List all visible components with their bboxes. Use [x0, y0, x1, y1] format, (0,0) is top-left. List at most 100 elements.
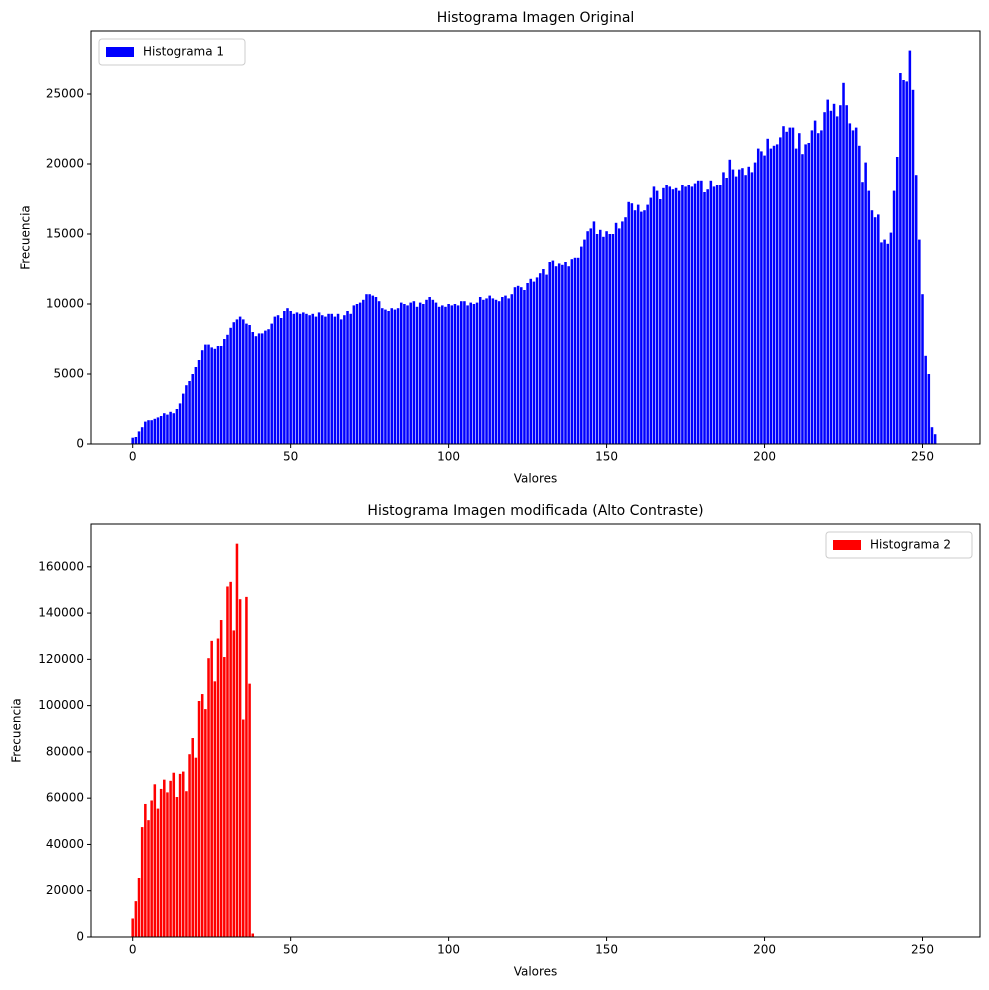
- legend-swatch: [833, 540, 861, 550]
- bar: [744, 175, 747, 444]
- bar: [551, 260, 555, 444]
- bar: [933, 434, 937, 444]
- bar: [191, 374, 194, 444]
- bar: [659, 199, 662, 444]
- bar: [621, 221, 624, 444]
- bar: [159, 416, 163, 444]
- bar: [181, 771, 185, 937]
- bar: [238, 316, 242, 444]
- bar: [475, 302, 479, 444]
- bar: [889, 232, 893, 444]
- bar: [248, 325, 251, 444]
- bar: [636, 204, 640, 444]
- bar: [681, 185, 684, 444]
- bar: [715, 185, 719, 444]
- bar: [738, 169, 741, 444]
- x-tick-label: 100: [437, 450, 460, 464]
- bar: [175, 409, 179, 444]
- bar: [564, 262, 567, 444]
- bar: [144, 803, 147, 937]
- bar: [671, 189, 675, 444]
- bar: [200, 694, 204, 937]
- legend: Histograma 1: [98, 38, 246, 66]
- x-tick-label: 150: [595, 450, 618, 464]
- bar: [403, 304, 406, 444]
- bar: [573, 257, 577, 444]
- bar: [437, 306, 441, 444]
- bar: [229, 327, 232, 444]
- bar: [219, 346, 223, 444]
- bar: [649, 197, 653, 444]
- bar: [153, 418, 157, 444]
- bar: [343, 315, 346, 444]
- bar: [153, 784, 157, 937]
- bar: [589, 228, 593, 444]
- bar: [390, 308, 394, 444]
- bar: [339, 319, 343, 444]
- bar: [914, 175, 918, 444]
- bar: [725, 178, 728, 444]
- legend-label: Histograma 2: [870, 538, 951, 552]
- bar: [892, 190, 896, 444]
- bar: [848, 123, 852, 445]
- bar: [520, 287, 523, 444]
- bar: [131, 437, 134, 444]
- bar: [283, 311, 286, 444]
- bar: [295, 312, 299, 444]
- x-tick-label: 250: [911, 943, 934, 957]
- bar: [545, 274, 548, 444]
- bar: [166, 792, 169, 937]
- bar-series: [131, 50, 937, 445]
- bar: [422, 304, 425, 444]
- bar: [532, 281, 536, 444]
- bar: [399, 302, 403, 444]
- bar: [554, 266, 558, 444]
- bar: [592, 221, 596, 444]
- bar: [381, 308, 384, 444]
- bar: [144, 421, 147, 444]
- bar: [801, 154, 804, 444]
- bar: [194, 367, 198, 444]
- bar: [330, 313, 333, 444]
- bar: [276, 315, 280, 444]
- bar: [696, 180, 700, 445]
- legend-swatch: [106, 47, 134, 57]
- bar: [823, 112, 826, 444]
- bar: [156, 808, 160, 937]
- bar: [674, 187, 678, 445]
- bar: [273, 316, 277, 444]
- bar: [485, 298, 488, 444]
- bar: [700, 180, 703, 445]
- bar: [270, 323, 273, 444]
- y-axis-label: Frecuencia: [19, 205, 33, 270]
- y-tick-label: 120000: [38, 652, 84, 666]
- x-tick-label: 150: [595, 943, 618, 957]
- bar: [684, 186, 687, 444]
- bar: [794, 148, 798, 444]
- bar: [181, 393, 185, 444]
- bar: [150, 420, 153, 444]
- bar: [826, 99, 829, 444]
- bar: [147, 820, 150, 937]
- bar: [188, 754, 191, 937]
- bar: [216, 346, 220, 444]
- y-tick-label: 5000: [53, 367, 84, 381]
- bar: [191, 738, 194, 937]
- bar: [324, 316, 327, 444]
- bar: [798, 133, 801, 444]
- bar: [643, 210, 646, 444]
- bar: [630, 203, 634, 444]
- bar: [665, 185, 668, 444]
- bar: [586, 231, 589, 444]
- bar: [542, 269, 545, 444]
- bar: [352, 305, 356, 444]
- bar: [172, 772, 176, 937]
- x-tick-label: 200: [753, 943, 776, 957]
- bar: [918, 239, 921, 444]
- x-tick-label: 0: [129, 943, 137, 957]
- bar: [851, 130, 855, 444]
- bar: [706, 189, 709, 444]
- bar: [346, 311, 349, 444]
- bar: [617, 228, 621, 444]
